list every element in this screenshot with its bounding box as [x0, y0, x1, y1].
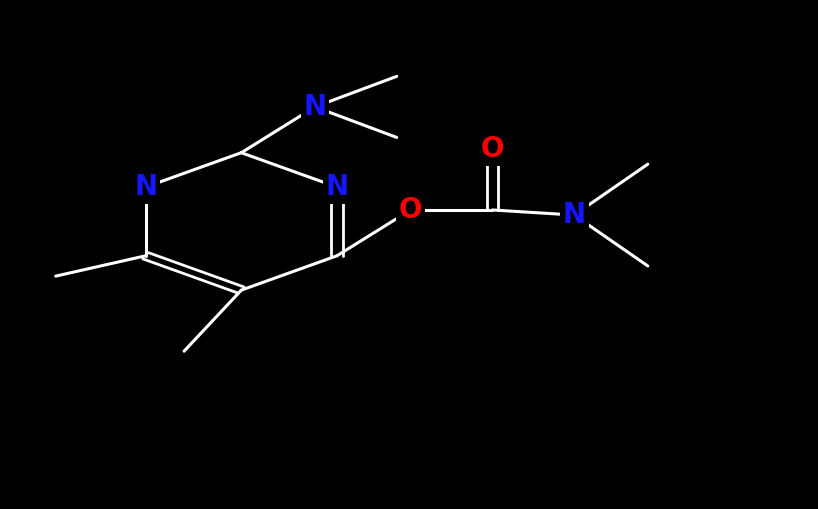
Text: N: N [134, 173, 157, 201]
Text: N: N [303, 93, 326, 121]
Text: N: N [326, 173, 348, 201]
Text: N: N [563, 201, 586, 229]
Text: O: O [399, 196, 422, 224]
Text: O: O [481, 135, 504, 163]
